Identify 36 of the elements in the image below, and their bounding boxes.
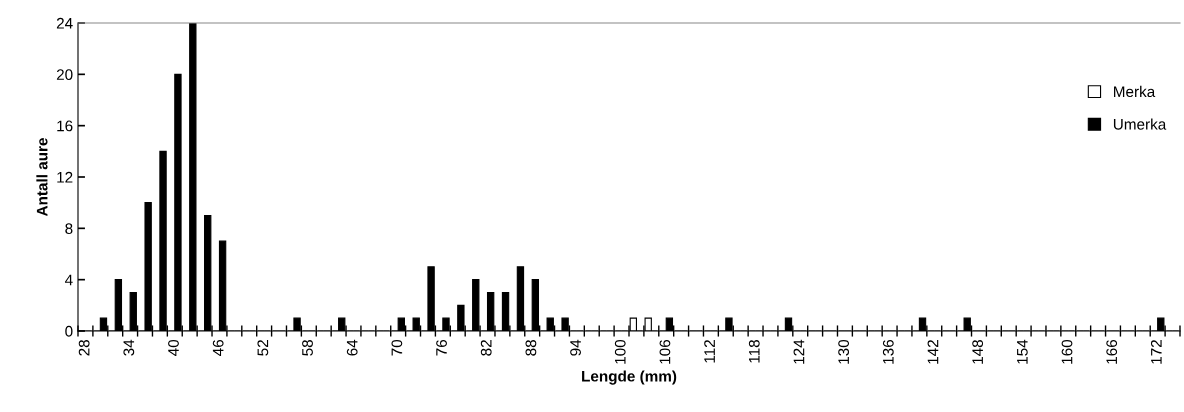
y-axis-title: Antall aure bbox=[36, 138, 48, 217]
x-tick-label: 46 bbox=[212, 340, 224, 356]
x-tick-label: 124 bbox=[793, 339, 805, 364]
y-tick-label: 12 bbox=[57, 171, 73, 183]
legend-label: Merka bbox=[1114, 85, 1156, 98]
x-tick-label: 154 bbox=[1017, 339, 1028, 364]
x-tick-label: 28 bbox=[78, 340, 90, 356]
x-tick-label: 34 bbox=[123, 339, 135, 356]
y-tick-label: 0 bbox=[65, 325, 73, 337]
x-tick-label: 106 bbox=[659, 340, 671, 364]
x-tick-label: 112 bbox=[704, 340, 715, 363]
x-tick-label: 118 bbox=[748, 340, 760, 363]
y-tick-label: 4 bbox=[64, 274, 73, 286]
x-tick-label: 166 bbox=[1106, 340, 1118, 364]
y-tick-label: 16 bbox=[57, 120, 73, 132]
x-tick-label: 76 bbox=[436, 340, 447, 356]
x-tick-label: 58 bbox=[302, 340, 313, 356]
legend-label: Umerka bbox=[1113, 118, 1167, 130]
x-tick-label: 142 bbox=[927, 340, 939, 364]
x-tick-label: 100 bbox=[614, 339, 626, 364]
x-tick-label: 130 bbox=[838, 339, 850, 364]
x-tick-label: 148 bbox=[972, 340, 984, 364]
x-tick-label: 40 bbox=[168, 339, 179, 356]
x-tick-label: 88 bbox=[525, 340, 537, 356]
x-tick-label: 136 bbox=[882, 340, 894, 364]
x-tick-label: 52 bbox=[257, 340, 269, 356]
x-tick-label: 172 bbox=[1150, 340, 1162, 364]
y-tick-label: 8 bbox=[65, 223, 73, 235]
x-tick-label: 70 bbox=[391, 339, 403, 356]
x-tick-label: 64 bbox=[346, 339, 358, 356]
y-tick-label: 20 bbox=[56, 69, 73, 81]
x-tick-label: 94 bbox=[570, 339, 581, 356]
y-tick-label: 24 bbox=[56, 17, 73, 29]
x-tick-label: 160 bbox=[1061, 339, 1073, 364]
x-tick-label: 82 bbox=[480, 340, 492, 356]
x-axis-title: Lengde (mm) bbox=[582, 370, 677, 385]
